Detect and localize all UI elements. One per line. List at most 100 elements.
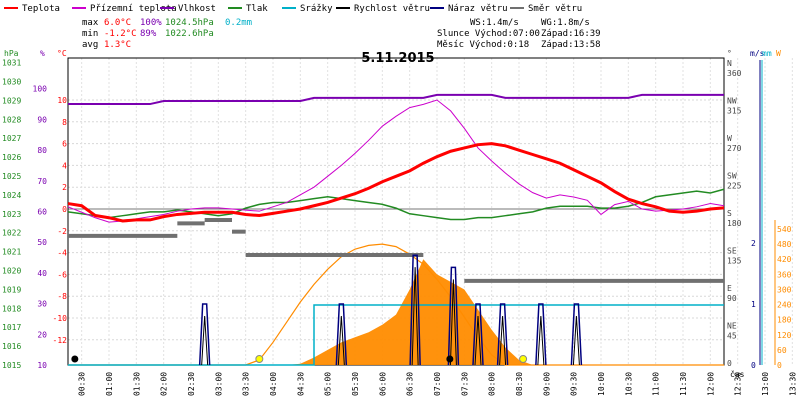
wind-direction-tick-label: 315 (727, 107, 742, 116)
x-tick-label: 02:00 (160, 372, 169, 396)
hpa-tick-label: 1024 (2, 191, 21, 200)
stats-avg-label: avg (82, 40, 98, 50)
hpa-tick-label: 1026 (2, 153, 21, 162)
x-tick-label: 05:00 (324, 372, 333, 396)
hpa-tick-label: 1031 (2, 59, 21, 68)
ms-axis-title: m/s (750, 49, 765, 58)
mm-axis-title: mm (762, 49, 772, 58)
stats-avg-temp: 1.3°C (104, 40, 131, 50)
wind-gust-peak (535, 303, 547, 366)
legend-label: Vlhkost (178, 4, 216, 14)
humidity-line (68, 93, 724, 106)
x-tick-label: 11:30 (679, 372, 688, 396)
temp-tick-label: -6 (57, 270, 67, 279)
x-tick-label: 04:00 (269, 372, 278, 396)
temperature-line (67, 142, 725, 223)
stats-min-label: min (82, 29, 98, 39)
wind-direction-tick-label: NW (727, 97, 737, 106)
hpa-axis-title: hPa (4, 49, 19, 58)
w-tick-label: 60 (777, 346, 787, 355)
hpa-tick-label: 1027 (2, 134, 21, 143)
wind-speed-peak (449, 279, 457, 366)
stats-max-pressure: 1024.5hPa (165, 18, 214, 28)
sunrise-marker (255, 355, 264, 363)
humidity-tick-label: 30 (37, 300, 47, 309)
stats-wind-gust: WG:1.8m/s (541, 18, 590, 28)
precipitation-line (68, 304, 724, 366)
legend-label: Teplota (22, 4, 60, 14)
x-tick-label: 10:00 (597, 372, 606, 396)
x-tick-label: 00:30 (78, 372, 87, 396)
humidity-tick-label: 40 (37, 269, 47, 278)
hpa-tick-label: 1020 (2, 267, 21, 276)
w-tick-label: 240 (777, 301, 792, 310)
stats-moonset: Západ:13:58 (541, 40, 601, 50)
hpa-tick-label: 1018 (2, 304, 21, 313)
legend-label: Přízemní teplota (90, 4, 177, 14)
temp-tick-label: -10 (53, 314, 68, 323)
hpa-tick-label: 1019 (2, 285, 21, 294)
temp-tick-label: 8 (62, 118, 67, 127)
x-tick-label: 09:30 (570, 372, 579, 396)
temp-tick-label: 2 (62, 183, 67, 192)
stats-max-temp: 6.0°C (104, 18, 131, 28)
wind-direction-tick-label: W (727, 134, 732, 143)
wind-direction-tick-label: 90 (727, 294, 737, 303)
stats-min-temp: -1.2°C (104, 29, 137, 39)
wind-direction-tick-label: E (727, 284, 732, 293)
x-tick-label: 01:30 (132, 372, 141, 396)
wind-direction-tick-label: 180 (727, 219, 742, 228)
x-tick-label: 12:30 (734, 372, 743, 396)
wind-gust-peak (570, 303, 583, 366)
stats-max-rain: 0.2mm (225, 18, 252, 28)
w-tick-label: 540 (777, 225, 792, 234)
hpa-tick-label: 1022 (2, 229, 21, 238)
x-tick-label: 07:30 (460, 372, 469, 396)
solar-radiation-area (68, 259, 724, 365)
x-tick-label: 13:00 (761, 372, 770, 396)
pressure-line (67, 188, 725, 221)
wind-speed-peak (499, 315, 507, 366)
temp-tick-label: 10 (57, 96, 67, 105)
temp-tick-label: -2 (57, 227, 67, 236)
w-tick-label: 180 (777, 316, 792, 325)
ground-temperature-line (67, 99, 725, 223)
wind-direction-tick-label: 135 (727, 257, 742, 266)
wind-speed-peak (572, 315, 580, 366)
wind-speed-peak (411, 267, 419, 366)
x-tick-label: 08:30 (515, 372, 524, 396)
humidity-tick-label: 90 (37, 115, 47, 124)
legend-label: Náraz větru (448, 4, 508, 14)
legend-label: Směr větru (528, 4, 582, 14)
x-tick-label: 03:00 (214, 372, 223, 396)
w-tick-label: 480 (777, 240, 792, 249)
wind-direction-tick-label: SW (727, 172, 737, 181)
x-tick-label: 06:30 (406, 372, 415, 396)
stats-min-humidity: 89% (140, 29, 157, 39)
ms-tick-label: 0 (751, 361, 756, 370)
temp-tick-label: 0 (62, 205, 67, 214)
x-tick-label: 09:00 (542, 372, 551, 396)
w-axis-title: W (776, 49, 781, 58)
hpa-tick-label: 1021 (2, 248, 21, 257)
humidity-tick-label: 100 (33, 85, 48, 94)
temp-tick-label: 4 (62, 161, 67, 170)
x-tick-label: 11:00 (652, 372, 661, 396)
x-tick-label: 02:30 (187, 372, 196, 396)
x-tick-label: 05:30 (351, 372, 360, 396)
wind-direction-tick-label: NE (727, 322, 737, 331)
wind-speed-peak (201, 315, 209, 366)
moon-rise-marker (71, 355, 79, 363)
w-tick-label: 300 (777, 285, 792, 294)
x-tick-label: 01:00 (105, 372, 114, 396)
w-tick-label: 120 (777, 331, 792, 340)
x-tick-label: 12:00 (706, 372, 715, 396)
wind-direction-tick-label: S (727, 209, 732, 218)
stats-wind-speed: WS:1.4m/s (470, 18, 519, 28)
stats-sunrise: Slunce Východ:07:00 (437, 29, 540, 39)
temp-tick-label: -4 (57, 249, 67, 258)
wind-direction-tick-label: 270 (727, 144, 742, 153)
wind-direction-tick-label: 225 (727, 182, 742, 191)
